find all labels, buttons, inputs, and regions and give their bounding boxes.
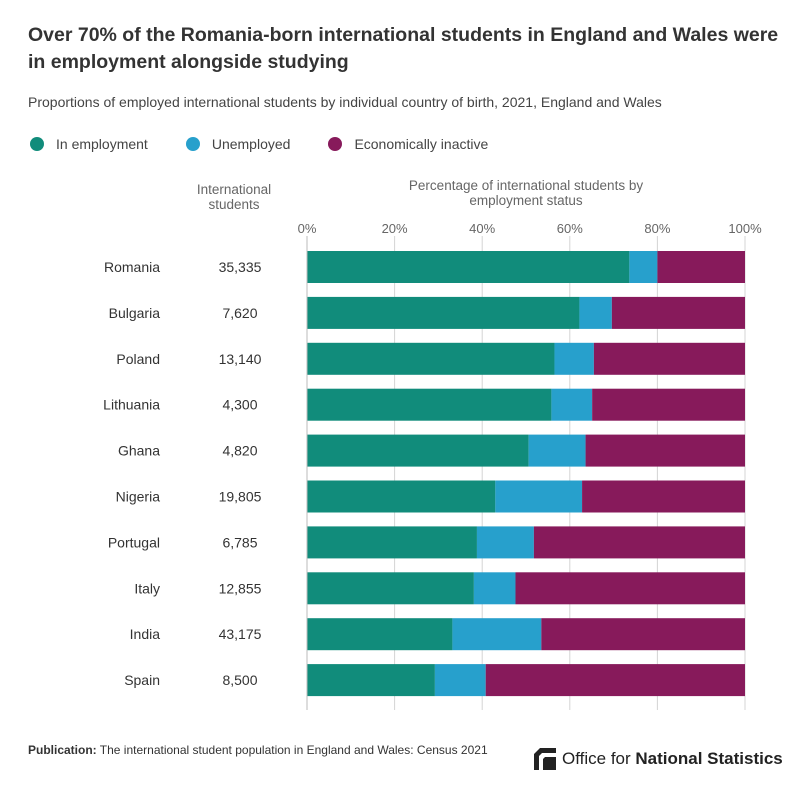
bar-segment-inactive (582, 480, 745, 513)
legend-swatch-employed (30, 137, 44, 151)
footer: Publication: The international student p… (28, 742, 488, 759)
legend-swatch-unemployed (185, 137, 200, 151)
bar-segment-inactive (533, 526, 745, 559)
bar-segment-inactive (541, 618, 745, 651)
stacked-bar-chart: 0% 20% 40% 60% 80% 100% Romania 35,335 Bulgaria 7… (103, 221, 762, 710)
ons-logo-icon (534, 748, 556, 770)
category-label: Spain (124, 672, 160, 688)
bar-segment-inactive (485, 664, 745, 697)
bar-segment-unemployed (554, 342, 594, 375)
student-count: 13,140 (219, 351, 262, 367)
bar-segment-unemployed (579, 296, 612, 329)
bar-segment-inactive (585, 434, 745, 467)
bar-segment-employed (307, 618, 453, 651)
chart-title: Over 70% of the Romania-born internation… (28, 24, 779, 73)
student-count: 35,335 (219, 259, 262, 275)
category-label: Ghana (118, 443, 160, 459)
category-label: Poland (116, 351, 160, 367)
x-tick-label: 100% (728, 221, 762, 236)
student-count: 4,820 (222, 443, 257, 459)
bar-segment-employed (307, 251, 630, 283)
x-tick-label: 0% (298, 221, 317, 236)
bar-segment-employed (307, 342, 555, 375)
student-count: 8,500 (222, 672, 257, 688)
bar-segment-employed (307, 572, 474, 605)
student-count: 43,175 (219, 626, 262, 642)
legend: In employment Unemployed Economically in… (30, 134, 526, 154)
legend-item-unemployed: Unemployed (185, 136, 291, 152)
percentage-column-header: Percentage of international students by … (408, 178, 644, 208)
x-tick-label: 60% (557, 221, 583, 236)
category-label: Italy (134, 580, 160, 596)
bar-segment-employed (307, 664, 435, 697)
x-tick-label: 20% (382, 221, 408, 236)
bar-segment-employed (307, 296, 580, 329)
ons-logo-prefix: Office for (562, 749, 636, 768)
ons-logo-strong: National Statistics (635, 749, 783, 768)
category-label: Portugal (108, 534, 160, 550)
legend-item-employed: In employment (30, 136, 148, 152)
legend-item-inactive: Economically inactive (328, 136, 488, 152)
bar-segment-inactive (611, 296, 745, 329)
student-count: 6,785 (222, 534, 257, 550)
publication-label: Publication: (28, 743, 97, 757)
bar-segment-unemployed (476, 526, 534, 559)
category-label: Lithuania (103, 397, 160, 413)
chart-subtitle: Proportions of employed international st… (28, 94, 662, 110)
category-label: India (130, 626, 161, 642)
bar-segment-employed (307, 480, 496, 513)
bar-segment-unemployed (473, 572, 516, 605)
student-count: 7,620 (222, 305, 257, 321)
legend-label-unemployed: Unemployed (211, 136, 291, 152)
x-tick-label: 40% (469, 221, 495, 236)
legend-label-employed: In employment (56, 136, 148, 152)
legend-swatch-inactive (328, 137, 343, 151)
legend-label-inactive: Economically inactive (354, 136, 489, 152)
bar-segment-employed (307, 434, 529, 467)
x-tick-label: 80% (644, 221, 670, 236)
bar-segment-employed (307, 388, 552, 421)
ons-logo: Office for National Statistics (534, 748, 783, 770)
publication-text: The international student population in … (99, 743, 488, 757)
bar-segment-unemployed (528, 434, 586, 467)
bar-segment-inactive (592, 388, 745, 421)
bar-segment-unemployed (434, 664, 486, 697)
category-label: Romania (104, 259, 160, 275)
students-column-header: International students (196, 182, 272, 212)
bar-segment-inactive (515, 572, 745, 605)
bar-segment-unemployed (495, 480, 583, 513)
student-count: 19,805 (219, 489, 262, 505)
bar-segment-unemployed (551, 388, 593, 421)
bar-segment-employed (307, 526, 477, 559)
student-count: 4,300 (222, 397, 257, 413)
bar-segment-inactive (593, 342, 745, 375)
ons-logo-text: Office for National Statistics (562, 749, 783, 769)
category-label: Nigeria (116, 489, 161, 505)
bar-segment-unemployed (452, 618, 542, 651)
bar-segment-inactive (657, 251, 745, 283)
category-label: Bulgaria (109, 305, 161, 321)
student-count: 12,855 (219, 580, 262, 596)
bar-segment-unemployed (629, 251, 658, 283)
